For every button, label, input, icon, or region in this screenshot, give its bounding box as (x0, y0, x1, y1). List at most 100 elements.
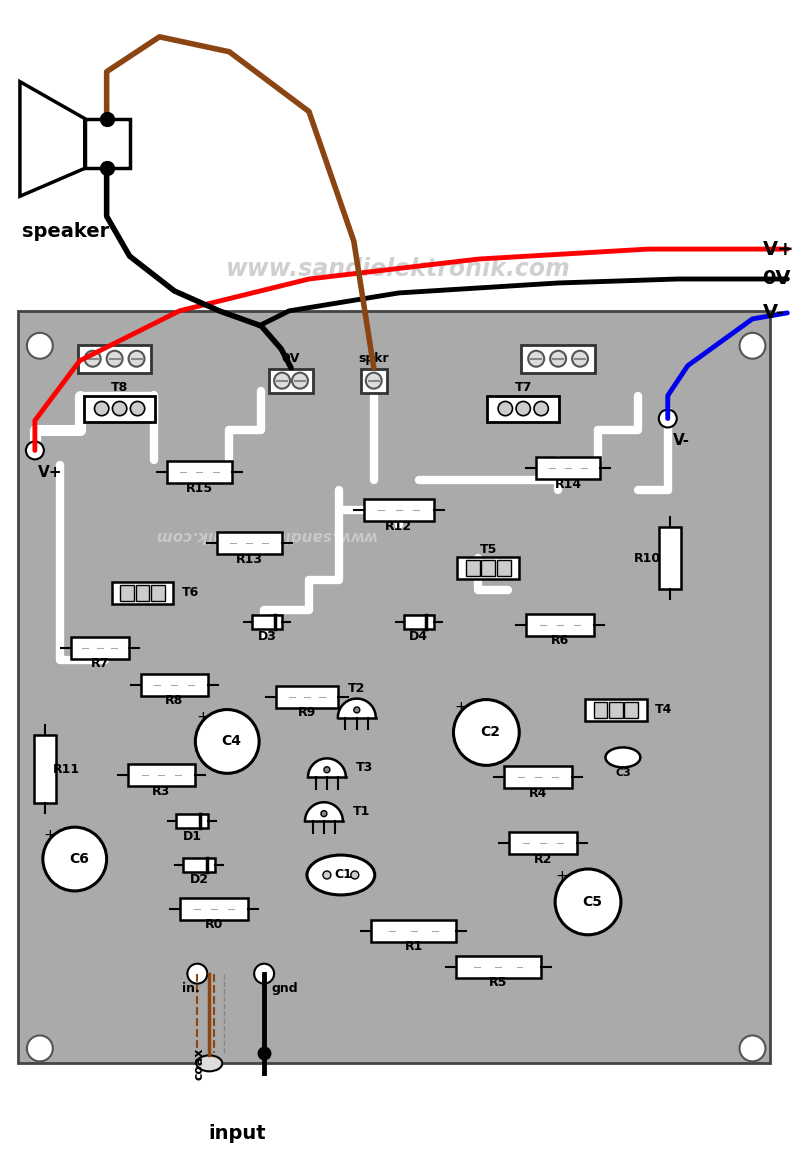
Text: R8: R8 (166, 694, 183, 707)
Circle shape (739, 333, 766, 359)
Bar (167, 462, 232, 483)
Bar (84, 396, 155, 421)
Text: R5: R5 (489, 976, 507, 989)
Bar (269, 368, 313, 392)
Text: R0: R0 (205, 918, 223, 931)
Text: coax: coax (193, 1047, 206, 1080)
Ellipse shape (534, 402, 548, 416)
Text: in.: in. (182, 982, 200, 996)
Text: V-: V- (673, 433, 690, 448)
Circle shape (43, 828, 106, 891)
Text: V+: V+ (762, 239, 794, 259)
Text: R7: R7 (90, 657, 109, 670)
Text: D1: D1 (183, 830, 202, 843)
Text: R6: R6 (551, 634, 570, 647)
Text: C5: C5 (582, 895, 602, 909)
Text: R3: R3 (152, 785, 170, 798)
Bar (151, 585, 165, 601)
Ellipse shape (130, 402, 145, 416)
Text: R10: R10 (634, 551, 662, 564)
Ellipse shape (498, 402, 513, 416)
Ellipse shape (606, 747, 640, 768)
Circle shape (366, 373, 382, 389)
Text: R12: R12 (385, 519, 412, 533)
Ellipse shape (94, 402, 109, 416)
Circle shape (27, 1036, 53, 1061)
Text: R11: R11 (54, 763, 80, 776)
Text: +: + (454, 700, 467, 715)
Text: C3: C3 (615, 769, 630, 778)
Polygon shape (308, 759, 346, 777)
Text: T1: T1 (353, 806, 370, 818)
Circle shape (555, 869, 621, 935)
Text: R13: R13 (236, 552, 262, 565)
Circle shape (106, 351, 122, 367)
Text: D2: D2 (190, 874, 209, 886)
Text: T7: T7 (514, 381, 532, 394)
Text: C1: C1 (334, 869, 352, 882)
Circle shape (187, 963, 207, 984)
Text: gnd: gnd (271, 982, 298, 996)
Bar (466, 561, 480, 576)
Text: C2: C2 (480, 725, 500, 739)
Circle shape (354, 707, 360, 712)
Bar (522, 345, 595, 373)
Circle shape (528, 351, 544, 367)
Bar (536, 457, 601, 479)
Bar (594, 702, 607, 717)
Text: T3: T3 (356, 761, 373, 775)
Bar (183, 857, 215, 872)
Bar (487, 396, 559, 421)
Text: www.sandielektronik.com: www.sandielektronik.com (226, 257, 571, 281)
Bar (609, 702, 623, 717)
Text: V-: V- (762, 304, 784, 322)
Circle shape (550, 351, 566, 367)
Text: T5: T5 (480, 542, 497, 556)
Circle shape (254, 963, 274, 984)
Ellipse shape (113, 402, 126, 416)
Text: R9: R9 (298, 706, 316, 719)
Bar (510, 832, 577, 854)
Text: T4: T4 (655, 703, 672, 716)
Bar (18, 311, 770, 1064)
Bar (504, 767, 572, 788)
Text: spkr: spkr (358, 352, 389, 365)
Circle shape (324, 767, 330, 772)
Text: R2: R2 (534, 853, 552, 866)
Text: R4: R4 (529, 787, 547, 800)
Bar (177, 814, 208, 829)
Text: +: + (196, 710, 209, 725)
Bar (217, 532, 282, 554)
Circle shape (195, 709, 259, 773)
Bar (85, 119, 130, 168)
Bar (526, 613, 594, 635)
Circle shape (321, 810, 327, 816)
Bar (497, 561, 510, 576)
Text: V+: V+ (38, 465, 62, 480)
Bar (112, 582, 174, 604)
Bar (180, 898, 248, 920)
Text: T2: T2 (348, 683, 366, 695)
Circle shape (572, 351, 588, 367)
Ellipse shape (516, 402, 530, 416)
Bar (141, 673, 208, 695)
Circle shape (274, 373, 290, 389)
Bar (120, 585, 134, 601)
Bar (458, 557, 519, 579)
Bar (585, 699, 647, 721)
Circle shape (85, 351, 101, 367)
Polygon shape (305, 802, 343, 821)
Text: +: + (556, 869, 569, 884)
Bar (625, 702, 638, 717)
Text: R15: R15 (186, 482, 213, 495)
Text: T6: T6 (182, 587, 198, 600)
Bar (364, 500, 434, 521)
Circle shape (129, 351, 145, 367)
Bar (404, 615, 434, 628)
Text: C4: C4 (222, 734, 242, 748)
Ellipse shape (196, 1055, 222, 1072)
Text: +: + (43, 828, 56, 843)
Bar (371, 920, 456, 942)
Ellipse shape (307, 855, 374, 895)
Circle shape (351, 871, 358, 879)
